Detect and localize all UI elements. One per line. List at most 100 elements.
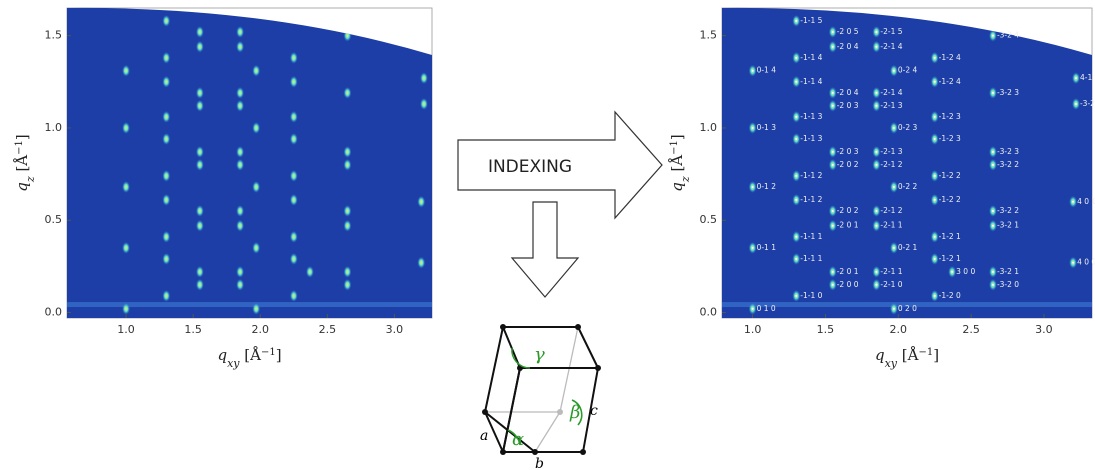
bragg-spot <box>196 159 204 171</box>
reflection-dot <box>893 308 895 310</box>
x-axis-label-part: [Å <box>239 346 261 364</box>
reflection-dot <box>934 258 936 260</box>
reflection-label: -1-2 2 <box>939 195 961 204</box>
bragg-spot <box>252 181 260 193</box>
reflection-dot <box>1072 262 1074 264</box>
bragg-spot <box>196 279 204 291</box>
bragg-spot <box>420 98 428 110</box>
reflection-dot <box>934 199 936 201</box>
reflection-dot <box>795 236 797 238</box>
reflection-label: 0-1 3 <box>757 123 777 132</box>
reflection-dot <box>893 247 895 249</box>
reflection-dot <box>934 81 936 83</box>
bragg-spot <box>236 205 244 217</box>
bragg-spot <box>420 72 428 84</box>
reflection-label: -1-1 0 <box>800 291 822 300</box>
reflection-dot <box>992 151 994 153</box>
reflection-label: 3 0 0 <box>956 267 975 276</box>
y-axis-label-part: −1 <box>14 140 25 155</box>
reflection-dot <box>1075 103 1077 105</box>
y-axis-label: qz [Å−1] <box>668 134 692 191</box>
reflection-label: -2 0 1 <box>837 221 859 230</box>
y-axis-label-part: −1 <box>669 140 680 155</box>
reflection-label: -1-2 3 <box>939 134 961 143</box>
bragg-spot <box>417 257 425 269</box>
reflection-dot <box>875 31 877 33</box>
edge-a: a <box>480 428 488 444</box>
bragg-spot <box>162 15 170 27</box>
detector-image <box>67 8 432 318</box>
reflection-label: -2-1 3 <box>880 101 902 110</box>
x-axis-label-part: q <box>875 346 885 364</box>
bragg-spot <box>290 76 298 88</box>
indexing-label: INDEXING <box>488 157 572 177</box>
bragg-spot <box>343 279 351 291</box>
bragg-spot <box>162 231 170 243</box>
x-tick-label: 1.5 <box>817 323 835 336</box>
reflection-label: -2 0 1 <box>837 267 859 276</box>
bragg-spot <box>196 266 204 278</box>
reflection-label: -1-2 4 <box>939 77 961 86</box>
reflection-label: -1-1 5 <box>800 16 822 25</box>
reflection-label: -1-1 3 <box>800 112 822 121</box>
bragg-spot <box>162 194 170 206</box>
figure: INDEXING γ β α a b c 1.01.52.02.53.00.00… <box>0 0 1095 470</box>
detector-image <box>722 8 1092 318</box>
reflection-dot <box>1075 77 1077 79</box>
reflection-dot <box>934 138 936 140</box>
reflection-dot <box>992 164 994 166</box>
reflection-label: -1-1 2 <box>800 195 822 204</box>
x-axis-label-part: −1 <box>918 347 933 358</box>
reflection-dot <box>795 175 797 177</box>
reflection-label: -2-1 5 <box>880 27 902 36</box>
reflection-label: -1-2 4 <box>939 53 961 62</box>
reflection-label: 0-2 1 <box>898 243 918 252</box>
reflection-dot <box>795 81 797 83</box>
reflection-dot <box>934 57 936 59</box>
bragg-spot <box>196 26 204 38</box>
reflection-label: -1-1 4 <box>800 77 822 86</box>
reflection-label: -3-2 2 <box>997 160 1019 169</box>
reflection-label: -3-2 4 <box>997 31 1019 40</box>
reflection-dot <box>934 295 936 297</box>
y-tick-label: 0.0 <box>45 305 63 318</box>
reflection-label: -3-2 1 <box>997 221 1019 230</box>
bragg-spot <box>162 170 170 182</box>
bragg-spot <box>196 220 204 232</box>
detector-panel: -1-1 5-2 0 5-2-1 5-3-2 4-2 0 4-2-1 4-1-1… <box>668 8 1095 370</box>
reflection-dot <box>992 210 994 212</box>
bragg-spot <box>252 65 260 77</box>
reflection-dot <box>795 138 797 140</box>
reflection-label: 4 0 0 <box>1077 258 1095 267</box>
reflection-dot <box>875 105 877 107</box>
bragg-spot <box>162 76 170 88</box>
reflection-dot <box>893 127 895 129</box>
reflection-label: 4 0 1 <box>1077 197 1095 206</box>
reflection-label: -2 0 3 <box>837 147 859 156</box>
reflection-dot <box>875 46 877 48</box>
reflection-dot <box>832 284 834 286</box>
reflection-label: -2 0 4 <box>837 42 859 51</box>
reflection-dot <box>832 225 834 227</box>
reflection-label: 0-1 1 <box>757 243 777 252</box>
bragg-spot <box>122 181 130 193</box>
x-axis-label-part: ] <box>933 346 939 364</box>
bragg-spot <box>122 65 130 77</box>
x-axis-label-part: [Å <box>897 346 919 364</box>
reflection-dot <box>752 247 754 249</box>
bragg-spot <box>122 122 130 134</box>
reflection-dot <box>951 271 953 273</box>
bragg-spot <box>236 26 244 38</box>
x-axis-label: qxy [Å−1] <box>217 346 281 370</box>
reflection-dot <box>832 105 834 107</box>
y-axis-label-part: q <box>13 182 31 192</box>
bragg-spot <box>417 196 425 208</box>
reflection-dot <box>875 284 877 286</box>
down-arrow <box>512 202 578 297</box>
reflection-dot <box>875 271 877 273</box>
bragg-spot <box>196 41 204 53</box>
bragg-spot <box>252 303 260 315</box>
reflection-dot <box>875 225 877 227</box>
reflection-label: 0-1 4 <box>757 66 777 75</box>
